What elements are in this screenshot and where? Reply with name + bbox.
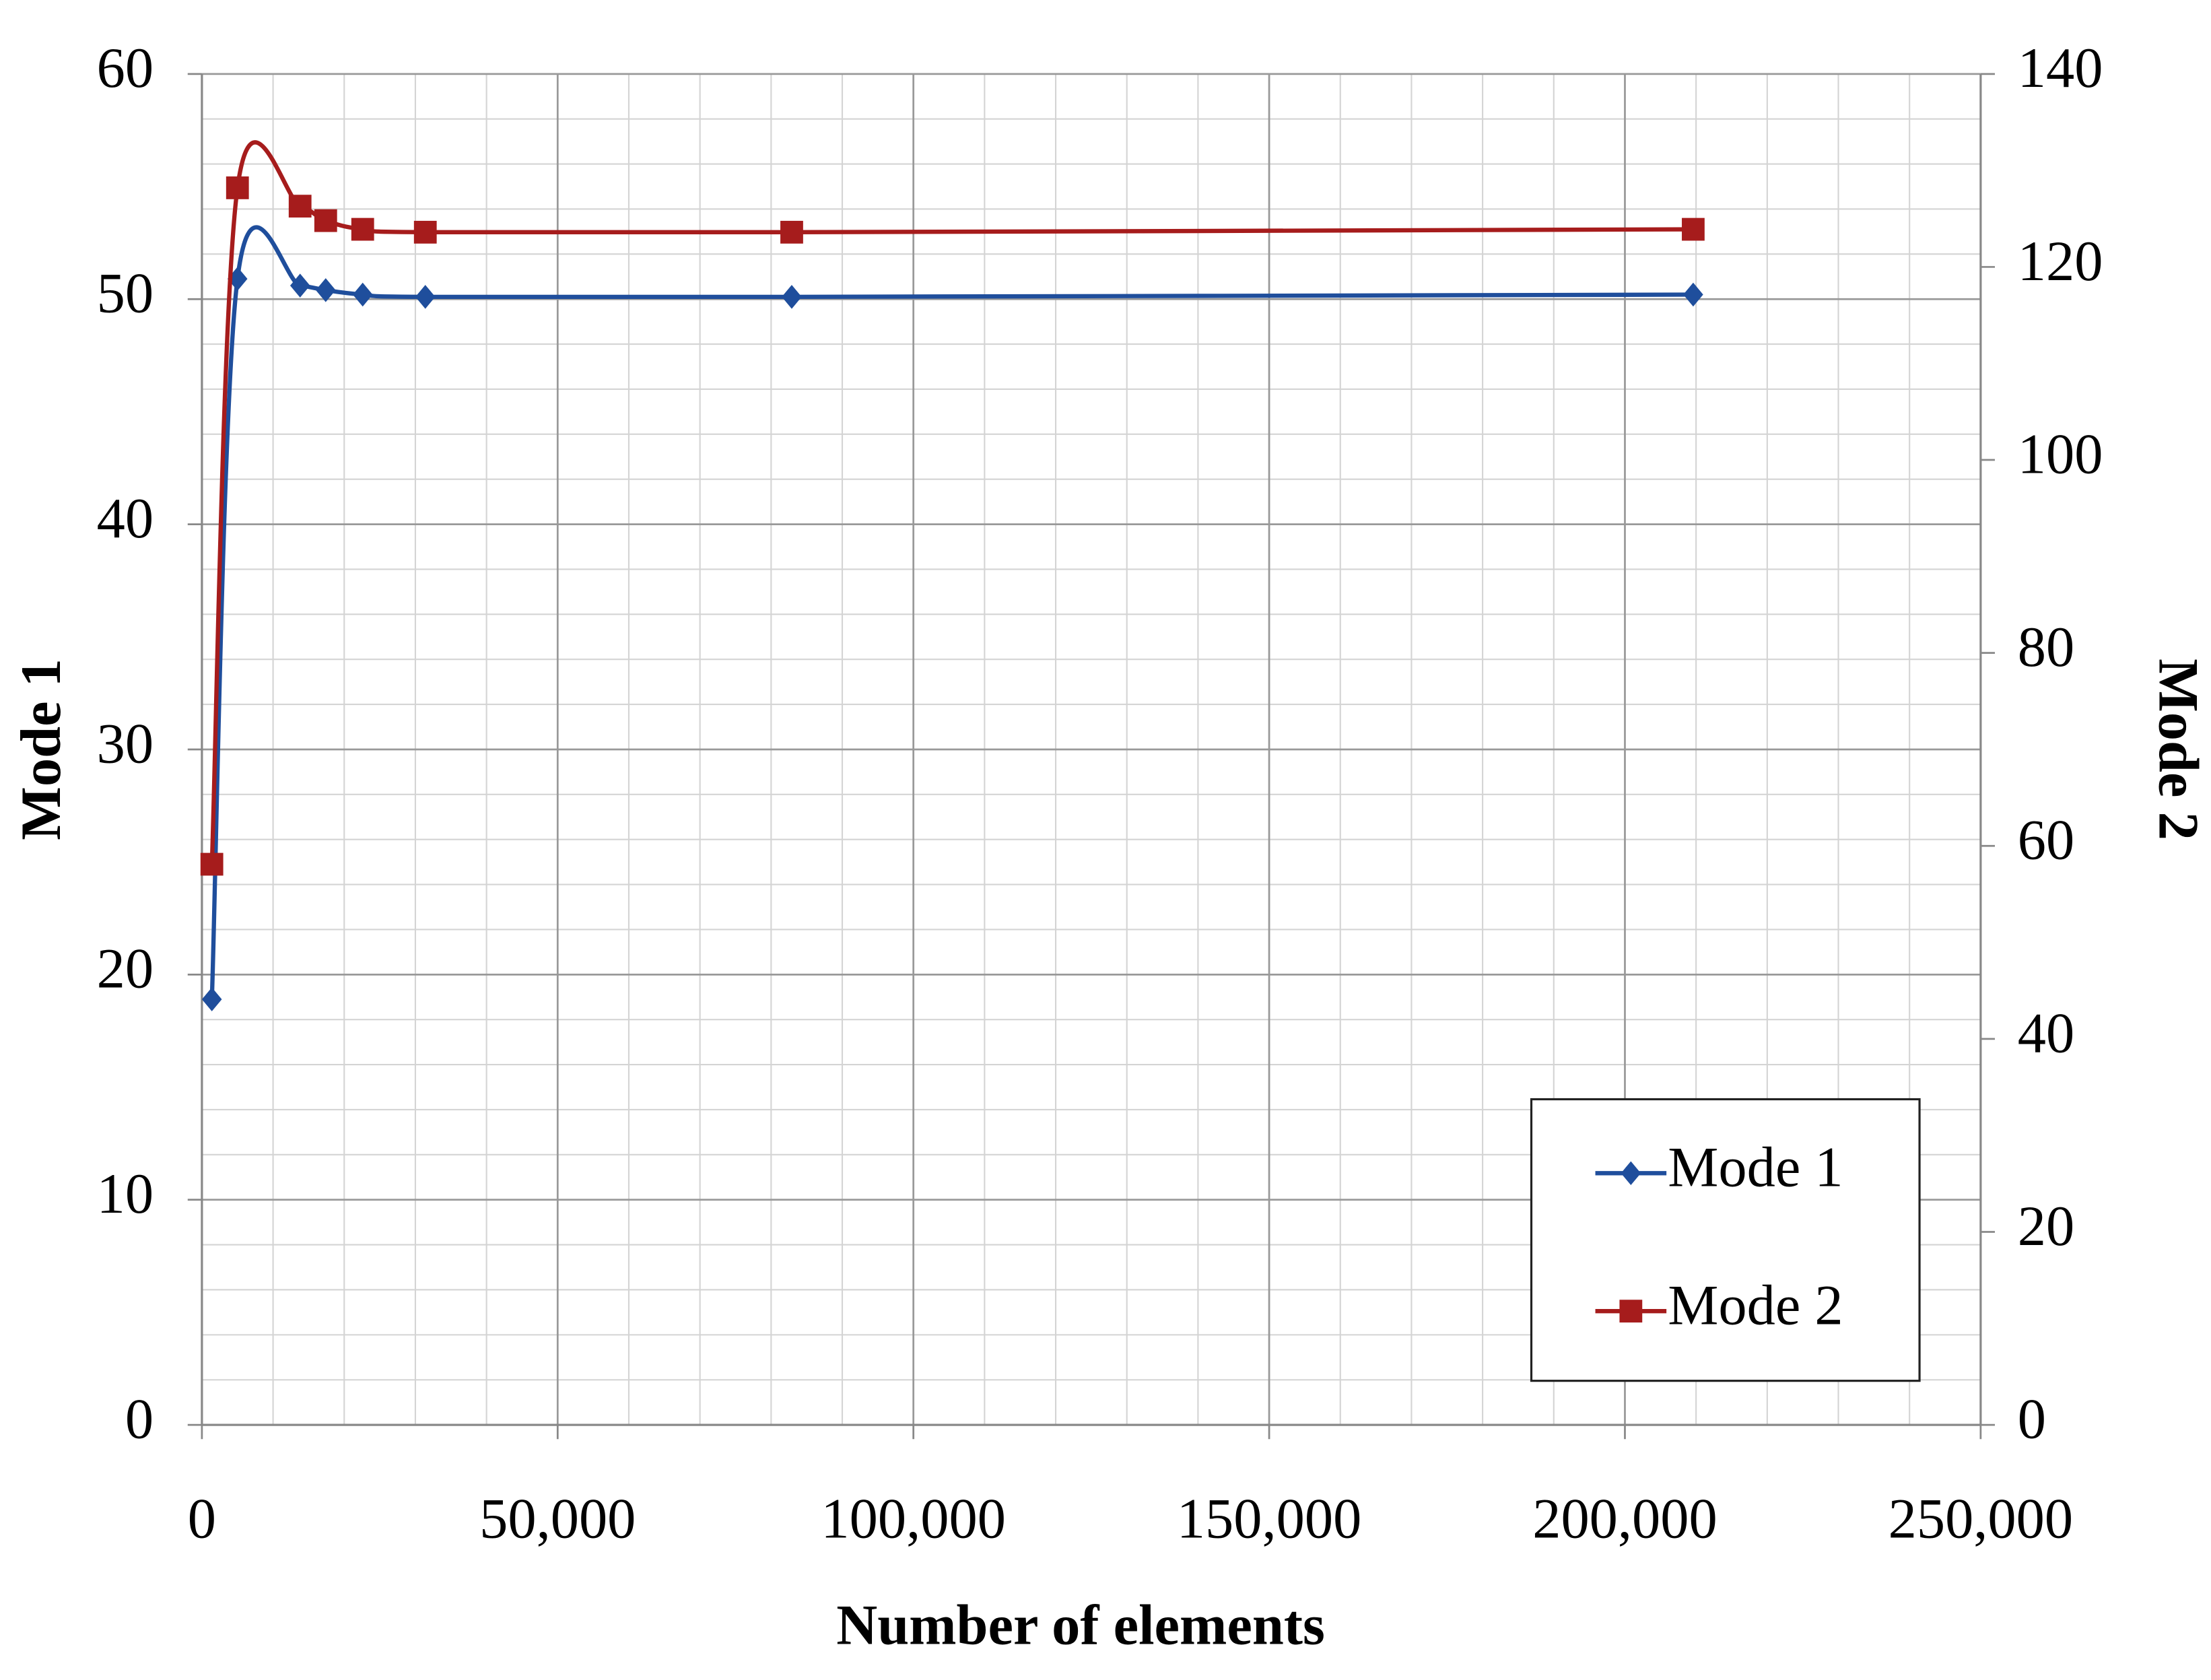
marker (314, 209, 337, 232)
y-tick-label: 30 (97, 712, 154, 775)
y2-tick-label: 80 (2018, 616, 2074, 679)
marker (413, 220, 437, 244)
marker (351, 217, 374, 241)
marker (315, 278, 336, 302)
marker (290, 273, 310, 298)
y-tick-label: 50 (97, 263, 154, 325)
legend-label: Mode 2 (1668, 1275, 1843, 1337)
marker (200, 852, 224, 876)
marker (288, 195, 312, 218)
y2-tick-label: 140 (2018, 37, 2103, 100)
y2-tick-label: 20 (2018, 1195, 2074, 1258)
y-tick-label: 60 (97, 37, 154, 100)
legend-label: Mode 1 (1668, 1137, 1843, 1199)
marker (1682, 217, 1705, 241)
y2-tick-label: 0 (2018, 1388, 2046, 1451)
y-tick-label: 0 (125, 1388, 154, 1451)
marker (1683, 282, 1703, 307)
x-tick-label: 50,000 (479, 1487, 636, 1550)
y-tick-label: 40 (97, 488, 154, 550)
y-tick-label: 20 (97, 938, 154, 1001)
marker (201, 987, 222, 1011)
x-tick-label: 200,000 (1532, 1487, 1717, 1550)
y2-tick-label: 60 (2018, 809, 2074, 872)
x-tick-label: 250,000 (1889, 1487, 2074, 1550)
x-axis-title: Number of elements (836, 1594, 1325, 1657)
series-line (209, 225, 1693, 1000)
marker (1621, 1161, 1641, 1186)
marker (226, 176, 249, 199)
x-tick-label: 150,000 (1177, 1487, 1362, 1550)
y2-axis-title: Mode 2 (2147, 659, 2210, 840)
marker (352, 282, 373, 307)
x-tick-label: 100,000 (821, 1487, 1006, 1550)
legend-box (1530, 1098, 1921, 1382)
y-tick-label: 10 (97, 1163, 154, 1225)
marker (780, 220, 803, 244)
y2-tick-label: 40 (2018, 1002, 2074, 1065)
y2-tick-label: 120 (2018, 230, 2103, 293)
marker (782, 285, 802, 309)
y2-tick-label: 100 (2018, 423, 2103, 485)
marker (415, 285, 436, 309)
marker (1619, 1300, 1643, 1323)
y-axis-title: Mode 1 (10, 659, 73, 840)
series-line (209, 140, 1693, 865)
x-tick-label: 0 (188, 1487, 216, 1550)
